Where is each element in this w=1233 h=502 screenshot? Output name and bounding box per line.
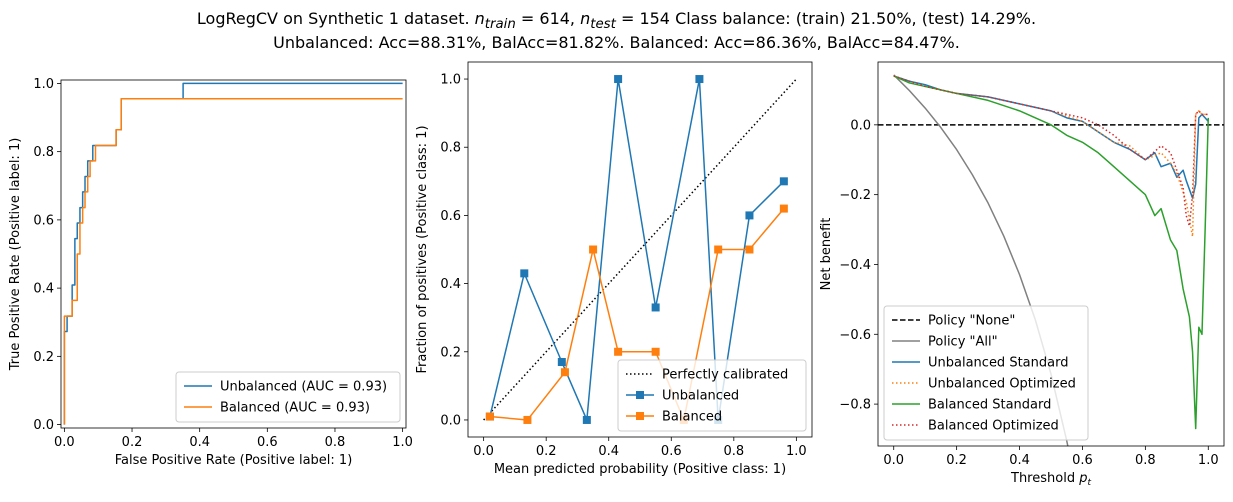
x-axis-label: Threshold pt: [1010, 471, 1091, 488]
data-point-marker: [614, 347, 623, 356]
x-tick-label: 0.8: [1135, 453, 1156, 468]
x-tick-label: 0.6: [257, 435, 278, 450]
axes-frame: [467, 61, 813, 438]
x-tick-label: 0.4: [1009, 453, 1030, 468]
y-tick-label: 0.8: [440, 141, 461, 156]
x-tick-label: 0.8: [325, 435, 346, 450]
legend-label: Perfectly calibrated: [662, 368, 788, 383]
legend-label: Balanced: [662, 410, 722, 425]
legend-marker: [636, 391, 644, 399]
x-tick-label: 0.2: [122, 435, 143, 450]
legend-label: Unbalanced (AUC = 0.93): [220, 380, 387, 395]
x-axis-label: False Positive Rate (Positive label: 1): [115, 453, 353, 468]
x-tick-label: 0.2: [946, 453, 967, 468]
legend-label: Unbalanced Optimized: [928, 377, 1076, 392]
series-line-5: [893, 75, 1209, 227]
data-point-marker: [651, 303, 660, 312]
x-tick-label: 0.6: [661, 444, 682, 459]
x-tick-label: 0.4: [189, 435, 210, 450]
series-line-1: [63, 98, 403, 425]
axes-frame: [877, 61, 1225, 447]
series-line-3: [893, 75, 1209, 238]
x-tick-label: 1.0: [1198, 453, 1219, 468]
data-point-marker: [614, 75, 623, 84]
y-tick-label: 0.4: [440, 277, 461, 292]
series-line-4: [893, 75, 1210, 430]
y-tick-label: 0.0: [33, 418, 54, 433]
axes-frame: [60, 79, 407, 429]
y-tick-label: 0.2: [440, 345, 461, 360]
legend-label: Balanced Optimized: [928, 419, 1059, 434]
x-tick-label: 0.4: [598, 444, 619, 459]
data-point-marker: [651, 347, 660, 356]
legend: Policy "None" Policy "All" Unbalanced Stan…: [883, 305, 1089, 441]
data-point-marker: [589, 245, 598, 254]
y-tick-label: 0.4: [33, 282, 54, 297]
x-tick-label: 0.2: [536, 444, 557, 459]
legend-box: [883, 305, 1089, 441]
x-tick-label: 0.8: [723, 444, 744, 459]
roc-panel: 0.0 0.2 0.4 0.6 0.8 1.0 0.0 0.2 0.4 0.6 0.8 1.0 Fals…: [8, 77, 413, 468]
series-line-0: [483, 78, 797, 421]
figure-title-line-2: Unbalanced: Acc=88.31%, BalAcc=81.82%. B…: [273, 33, 960, 52]
series-line-1: [489, 78, 785, 421]
y-tick-label: 0.6: [440, 209, 461, 224]
x-tick-label: 0.6: [1072, 453, 1093, 468]
data-point-marker: [523, 415, 532, 424]
data-point-marker: [582, 415, 591, 424]
y-tick-label: −0.6: [839, 328, 871, 343]
y-tick-label: 0.2: [33, 350, 54, 365]
legend-label: Policy "None": [928, 314, 1015, 329]
y-axis-label: Net benefit: [819, 218, 834, 291]
legend-box: [617, 359, 807, 432]
y-tick-label: −0.4: [839, 258, 871, 273]
y-tick-label: 0.0: [850, 118, 871, 133]
legend-box: [175, 371, 401, 423]
y-tick-label: 0.0: [440, 413, 461, 428]
x-axis-label: Mean predicted probability (Positive cla…: [494, 462, 786, 477]
y-tick-label: 0.8: [33, 145, 54, 160]
series-line-2: [893, 75, 1209, 199]
data-point-marker: [779, 177, 788, 186]
legend: Unbalanced (AUC = 0.93) Balanced (AUC = 0…: [175, 371, 401, 423]
x-tick-label: 1.0: [392, 435, 413, 450]
decision-curve-panel: 0.0 0.2 0.4 0.6 0.8 1.0 −0.8 −0.6 −0.4 −0.2 0.0 Thr…: [819, 61, 1225, 488]
figure-title-line-1: LogRegCV on Synthetic 1 dataset. ntrain …: [196, 9, 1037, 33]
x-tick-label: 0.0: [473, 444, 494, 459]
legend-marker: [636, 412, 644, 420]
data-point-marker: [745, 211, 754, 220]
series-line-2: [489, 208, 785, 421]
legend-label: Balanced Standard: [928, 398, 1051, 413]
y-tick-label: −0.2: [839, 188, 871, 203]
y-tick-label: −0.8: [839, 398, 871, 413]
y-tick-label: 1.0: [440, 73, 461, 88]
legend-label: Balanced (AUC = 0.93): [220, 401, 370, 416]
data-point-marker: [779, 204, 788, 213]
data-point-marker: [520, 269, 529, 278]
x-tick-label: 1.0: [786, 444, 807, 459]
y-axis-label: True Positive Rate (Positive label: 1): [8, 138, 23, 372]
data-point-marker: [560, 368, 569, 377]
x-tick-label: 0.0: [54, 435, 75, 450]
legend-label: Unbalanced Standard: [928, 356, 1068, 371]
y-tick-label: 1.0: [33, 77, 54, 92]
data-point-marker: [557, 358, 566, 366]
legend: Perfectly calibrated Unbalanced Balanced: [617, 359, 807, 432]
data-point-marker: [485, 412, 494, 421]
x-tick-label: 0.0: [883, 453, 904, 468]
data-point-marker: [745, 245, 754, 254]
legend-label: Policy "All": [928, 335, 998, 350]
data-point-marker: [714, 245, 723, 254]
y-axis-label: Fraction of positives (Positive class: 1…: [415, 125, 430, 373]
y-tick-label: 0.6: [33, 213, 54, 228]
data-point-marker: [695, 75, 704, 84]
legend-label: Unbalanced: [662, 389, 739, 404]
calibration-panel: 0.0 0.2 0.4 0.6 0.8 1.00.00.20.40.60.81.0Mean…: [415, 61, 813, 477]
